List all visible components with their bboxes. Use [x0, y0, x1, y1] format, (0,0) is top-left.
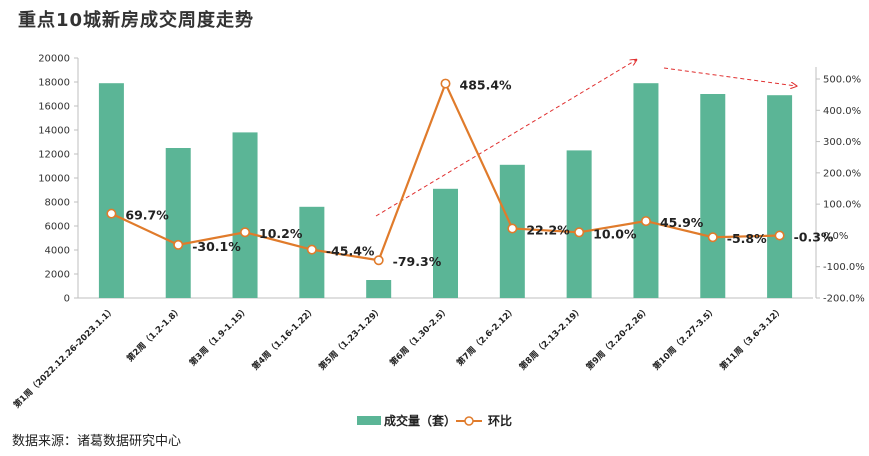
- line-point: [373, 255, 384, 266]
- legend-bar-swatch: [357, 416, 381, 425]
- legend-bar-label: 成交量（套）: [384, 413, 456, 428]
- x-tick-label: 第3周（1.9-1.15）: [187, 304, 251, 368]
- x-tick-label: 第8周（2.13-2.19）: [517, 304, 585, 372]
- line-point: [440, 78, 451, 89]
- left-tick-label: 16000: [38, 102, 70, 113]
- x-tick-label: 第9周（2.20-2.26）: [584, 304, 652, 372]
- data-label: 10.2%: [259, 226, 303, 241]
- bar: [633, 83, 659, 298]
- right-tick-label: -100.0%: [823, 262, 865, 273]
- axes: 0 2000 4000 6000 8000 10000 12000 14000 16000 180…: [38, 54, 865, 305]
- line-point: [306, 244, 317, 255]
- line-point: [640, 216, 651, 227]
- right-tick-label: 0.0%: [823, 231, 848, 242]
- bar: [98, 83, 124, 298]
- x-tick-label: 第2周（1.2-1.8）: [125, 304, 185, 364]
- trend-arrow-up: [375, 60, 636, 217]
- bar-series: [98, 83, 793, 298]
- right-tick-label: -200.0%: [823, 294, 865, 305]
- right-tick-label: 100.0%: [823, 200, 861, 211]
- right-tick-label: 400.0%: [823, 106, 861, 117]
- bar: [366, 280, 392, 298]
- line-point: [173, 239, 184, 250]
- data-source-note: 数据来源：诸葛数据研究中心: [12, 434, 182, 449]
- data-label: 485.4%: [460, 78, 513, 93]
- line-point: [707, 232, 718, 243]
- x-tick-label: 第4周（1.16-1.22）: [250, 304, 318, 372]
- right-tick-label: 500.0%: [823, 75, 861, 86]
- line-point: [507, 223, 518, 234]
- trend-arrow-down: [663, 67, 796, 86]
- line-series: 69.7% -30.1% 10.2% -45.4% -79.3% 485.4% 22.2% 1…: [106, 78, 834, 269]
- bar: [232, 132, 258, 298]
- left-tick-label: 10000: [38, 174, 70, 185]
- left-tick-label: 2000: [45, 270, 70, 281]
- line-point: [106, 208, 117, 219]
- data-label: -45.4%: [326, 244, 375, 259]
- trend-arrows: [375, 60, 796, 217]
- bar: [767, 95, 793, 298]
- left-tick-label: 4000: [45, 246, 70, 257]
- legend: 成交量（套） 环比: [357, 413, 512, 428]
- x-tick-label: 第11周（3.6-3.12）: [718, 304, 786, 372]
- left-tick-label: 8000: [45, 198, 70, 209]
- line-point: [774, 230, 785, 241]
- x-axis-labels: 第1周（2022.12.26-2023.1.1） 第2周（1.2-1.8） 第3周（…: [11, 304, 785, 410]
- bar: [433, 188, 458, 298]
- x-tick-label: 第7周（2.6-2.12）: [454, 304, 518, 368]
- data-label: -0.3%: [794, 230, 834, 245]
- left-tick-label: 12000: [38, 150, 70, 161]
- x-tick-label: 第1周（2022.12.26-2023.1.1）: [11, 304, 117, 410]
- x-tick-label: 第6周（1.30-2.5）: [388, 304, 452, 368]
- left-tick-label: 6000: [45, 222, 70, 233]
- left-tick-label: 20000: [38, 54, 70, 65]
- chart-title: 重点10城新房成交周度走势: [18, 10, 255, 31]
- left-tick-label: 0: [64, 294, 70, 305]
- data-label: -79.3%: [393, 254, 442, 269]
- left-tick-label: 18000: [38, 78, 70, 89]
- line-point: [574, 227, 585, 238]
- data-label: 45.9%: [660, 215, 704, 230]
- x-tick-label: 第5周（1.23-1.29）: [317, 304, 385, 372]
- x-tick-label: 第10周（2.27-3.5）: [651, 304, 719, 372]
- bar: [700, 94, 726, 298]
- right-tick-label: 300.0%: [823, 137, 861, 148]
- legend-line-marker: [464, 416, 474, 426]
- bar: [566, 150, 592, 298]
- line-point: [240, 227, 251, 238]
- data-label: -5.8%: [727, 231, 767, 246]
- data-label: 22.2%: [526, 222, 570, 237]
- left-tick-label: 14000: [38, 126, 70, 137]
- data-label: -30.1%: [192, 239, 241, 254]
- right-tick-label: 200.0%: [823, 168, 861, 179]
- data-label: 10.0%: [593, 226, 637, 241]
- legend-line-label: 环比: [488, 413, 512, 428]
- data-label: 69.7%: [125, 208, 169, 223]
- bar: [165, 148, 191, 298]
